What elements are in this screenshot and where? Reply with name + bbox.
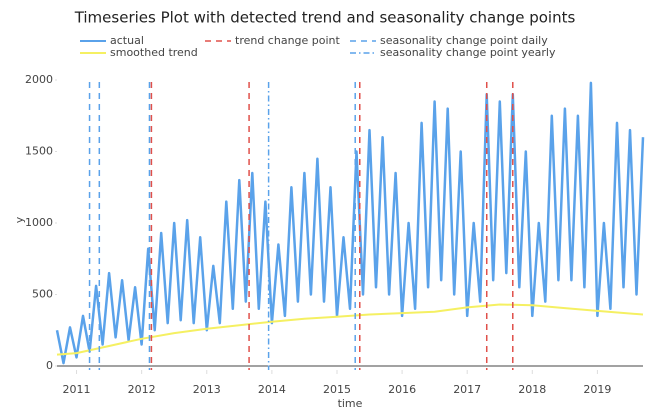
y-tick-label: 0 (46, 359, 53, 372)
y-tick-label: 2000 (25, 73, 53, 86)
y-tick-label: 1500 (25, 145, 53, 158)
x-tick-label: 2015 (323, 383, 351, 396)
chart-title: Timeseries Plot with detected trend and … (74, 9, 576, 27)
legend-label: seasonality change point daily (380, 34, 548, 47)
x-tick-label: 2012 (128, 383, 156, 396)
y-tick-label: 1000 (25, 216, 53, 229)
series-line (55, 81, 645, 365)
x-tick-label: 2017 (453, 383, 481, 396)
x-tick-label: 2013 (193, 383, 221, 396)
x-tick-label: 2018 (518, 383, 546, 396)
legend-label: actual (110, 34, 144, 47)
legend-label: seasonality change point yearly (380, 46, 556, 59)
x-axis-label: time (338, 397, 363, 410)
x-tick-label: 2016 (388, 383, 416, 396)
legend-label: smoothed trend (110, 46, 198, 59)
x-tick-label: 2014 (258, 383, 286, 396)
x-tick-label: 2019 (583, 383, 611, 396)
legend-label: trend change point (235, 34, 341, 47)
series-line (56, 303, 644, 356)
y-tick-label: 500 (32, 287, 53, 300)
x-tick-label: 2011 (63, 383, 91, 396)
y-axis-label: y (13, 216, 26, 223)
